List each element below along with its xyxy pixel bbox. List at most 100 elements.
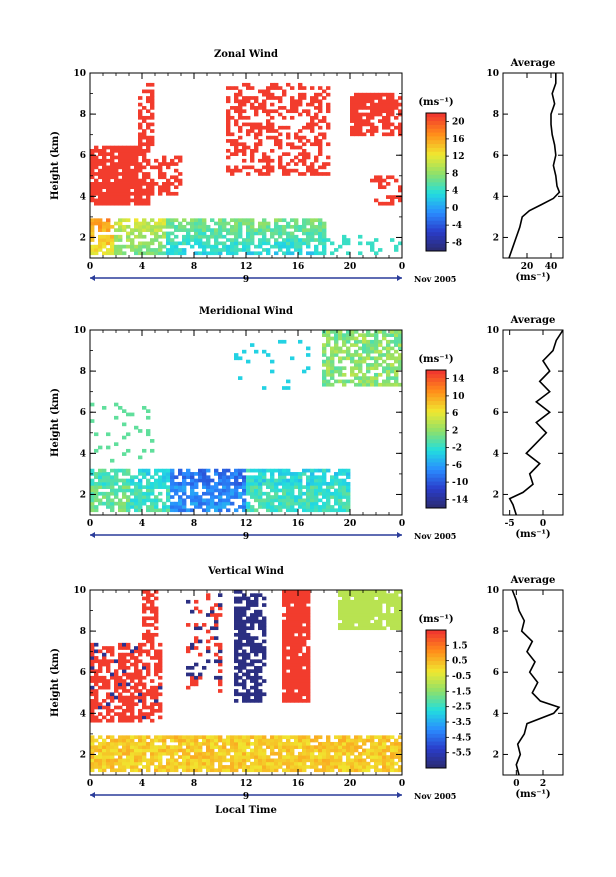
heatmap-cell xyxy=(138,142,143,147)
heatmap-cell xyxy=(166,485,171,489)
heatmap-cell xyxy=(378,330,383,334)
heatmap-cell xyxy=(118,468,123,473)
heatmap-cell xyxy=(302,629,307,634)
heatmap-cell xyxy=(290,639,295,644)
average-y-tick-label: 10 xyxy=(486,326,499,336)
heatmap-cell xyxy=(366,106,371,110)
heatmap-cell xyxy=(138,168,143,173)
heatmap-cell xyxy=(250,102,255,107)
heatmap-cell xyxy=(302,659,307,664)
colorbar-segment xyxy=(426,113,446,118)
heatmap-cell xyxy=(134,168,139,173)
heatmap-cell xyxy=(90,665,95,670)
heatmap-cell xyxy=(366,376,371,380)
heatmap-cell xyxy=(154,619,159,624)
heatmap-cell xyxy=(154,748,159,753)
heatmap-cell xyxy=(258,89,263,94)
heatmap-cell xyxy=(94,695,99,700)
heatmap-cell xyxy=(334,336,339,341)
heatmap-cell xyxy=(374,748,379,753)
heatmap-cell xyxy=(370,96,375,100)
heatmap-cell xyxy=(146,735,151,740)
heatmap-cell xyxy=(170,755,175,759)
heatmap-cell xyxy=(186,748,191,753)
average-y-tick-label: 8 xyxy=(493,627,499,637)
heatmap-cell xyxy=(342,603,347,607)
heatmap-cell xyxy=(190,221,195,226)
heatmap-cell xyxy=(134,745,139,749)
heatmap-cell xyxy=(138,231,143,236)
heatmap-cell xyxy=(178,155,183,160)
heatmap-cell xyxy=(126,155,131,160)
colorbar-segment xyxy=(426,702,446,708)
heatmap-cell xyxy=(254,761,259,766)
heatmap-cell xyxy=(382,758,387,763)
heatmap-cell xyxy=(374,768,379,773)
heatmap-cell xyxy=(334,751,339,756)
heatmap-cell xyxy=(242,765,247,769)
heatmap-cell xyxy=(222,481,227,486)
heatmap-cell xyxy=(346,339,351,344)
heatmap-cell xyxy=(98,481,103,486)
heatmap-cell xyxy=(386,596,391,601)
heatmap-cell xyxy=(290,475,295,480)
heatmap-cell xyxy=(270,115,275,120)
day-bar-arrow-left xyxy=(90,532,95,538)
heatmap-cell xyxy=(206,659,211,664)
heatmap-cell xyxy=(338,613,343,617)
heatmap-cell xyxy=(98,685,103,690)
heatmap-cell xyxy=(142,692,147,697)
heatmap-cell xyxy=(270,738,275,743)
heatmap-cell xyxy=(122,218,127,223)
heatmap-cell xyxy=(290,488,295,493)
heatmap-cell xyxy=(290,649,295,654)
heatmap-cell xyxy=(370,349,375,354)
heatmap-cell xyxy=(162,485,167,489)
average-profile-line xyxy=(508,73,561,259)
heatmap-cell xyxy=(126,448,131,453)
heatmap-cell xyxy=(362,616,367,621)
heatmap-cell xyxy=(174,175,179,180)
heatmap-cell xyxy=(298,606,303,611)
heatmap-cell xyxy=(218,649,223,654)
heatmap-cell xyxy=(242,632,247,637)
heatmap-cell xyxy=(150,218,155,223)
heatmap-cell xyxy=(350,745,355,749)
heatmap-cell xyxy=(238,599,243,604)
heatmap-cell xyxy=(118,185,123,190)
heatmap-cell xyxy=(318,172,323,176)
heatmap-cell xyxy=(158,244,163,249)
heatmap-cell xyxy=(90,642,95,647)
heatmap-cell xyxy=(378,119,383,123)
heatmap-cell xyxy=(358,596,363,601)
y-tick-label: 10 xyxy=(73,69,86,79)
heatmap-cell xyxy=(110,715,115,720)
heatmap-cell xyxy=(298,99,303,104)
heatmap-cell xyxy=(326,745,331,749)
heatmap-cell xyxy=(146,135,151,140)
heatmap-cell xyxy=(370,366,375,371)
heatmap-cell xyxy=(394,339,399,344)
heatmap-cell xyxy=(122,761,127,766)
colorbar-segment xyxy=(426,633,446,639)
heatmap-cell xyxy=(226,125,231,130)
heatmap-cell xyxy=(242,672,247,677)
heatmap-cell xyxy=(218,768,223,773)
heatmap-cell xyxy=(162,224,167,229)
heatmap-cell xyxy=(294,623,299,627)
heatmap-cell xyxy=(94,488,99,493)
heatmap-cell xyxy=(90,508,95,513)
heatmap-cell xyxy=(386,353,391,357)
heatmap-cell xyxy=(370,751,375,756)
heatmap-cell xyxy=(142,132,147,137)
heatmap-cell xyxy=(98,244,103,249)
heatmap-cell xyxy=(246,669,251,673)
heatmap-cell xyxy=(126,185,131,190)
heatmap-cell xyxy=(322,349,327,354)
heatmap-cell xyxy=(306,755,311,759)
heatmap-cell xyxy=(358,129,363,133)
heatmap-cell xyxy=(306,652,311,657)
heatmap-cell xyxy=(138,682,143,687)
heatmap-cell xyxy=(154,613,159,617)
